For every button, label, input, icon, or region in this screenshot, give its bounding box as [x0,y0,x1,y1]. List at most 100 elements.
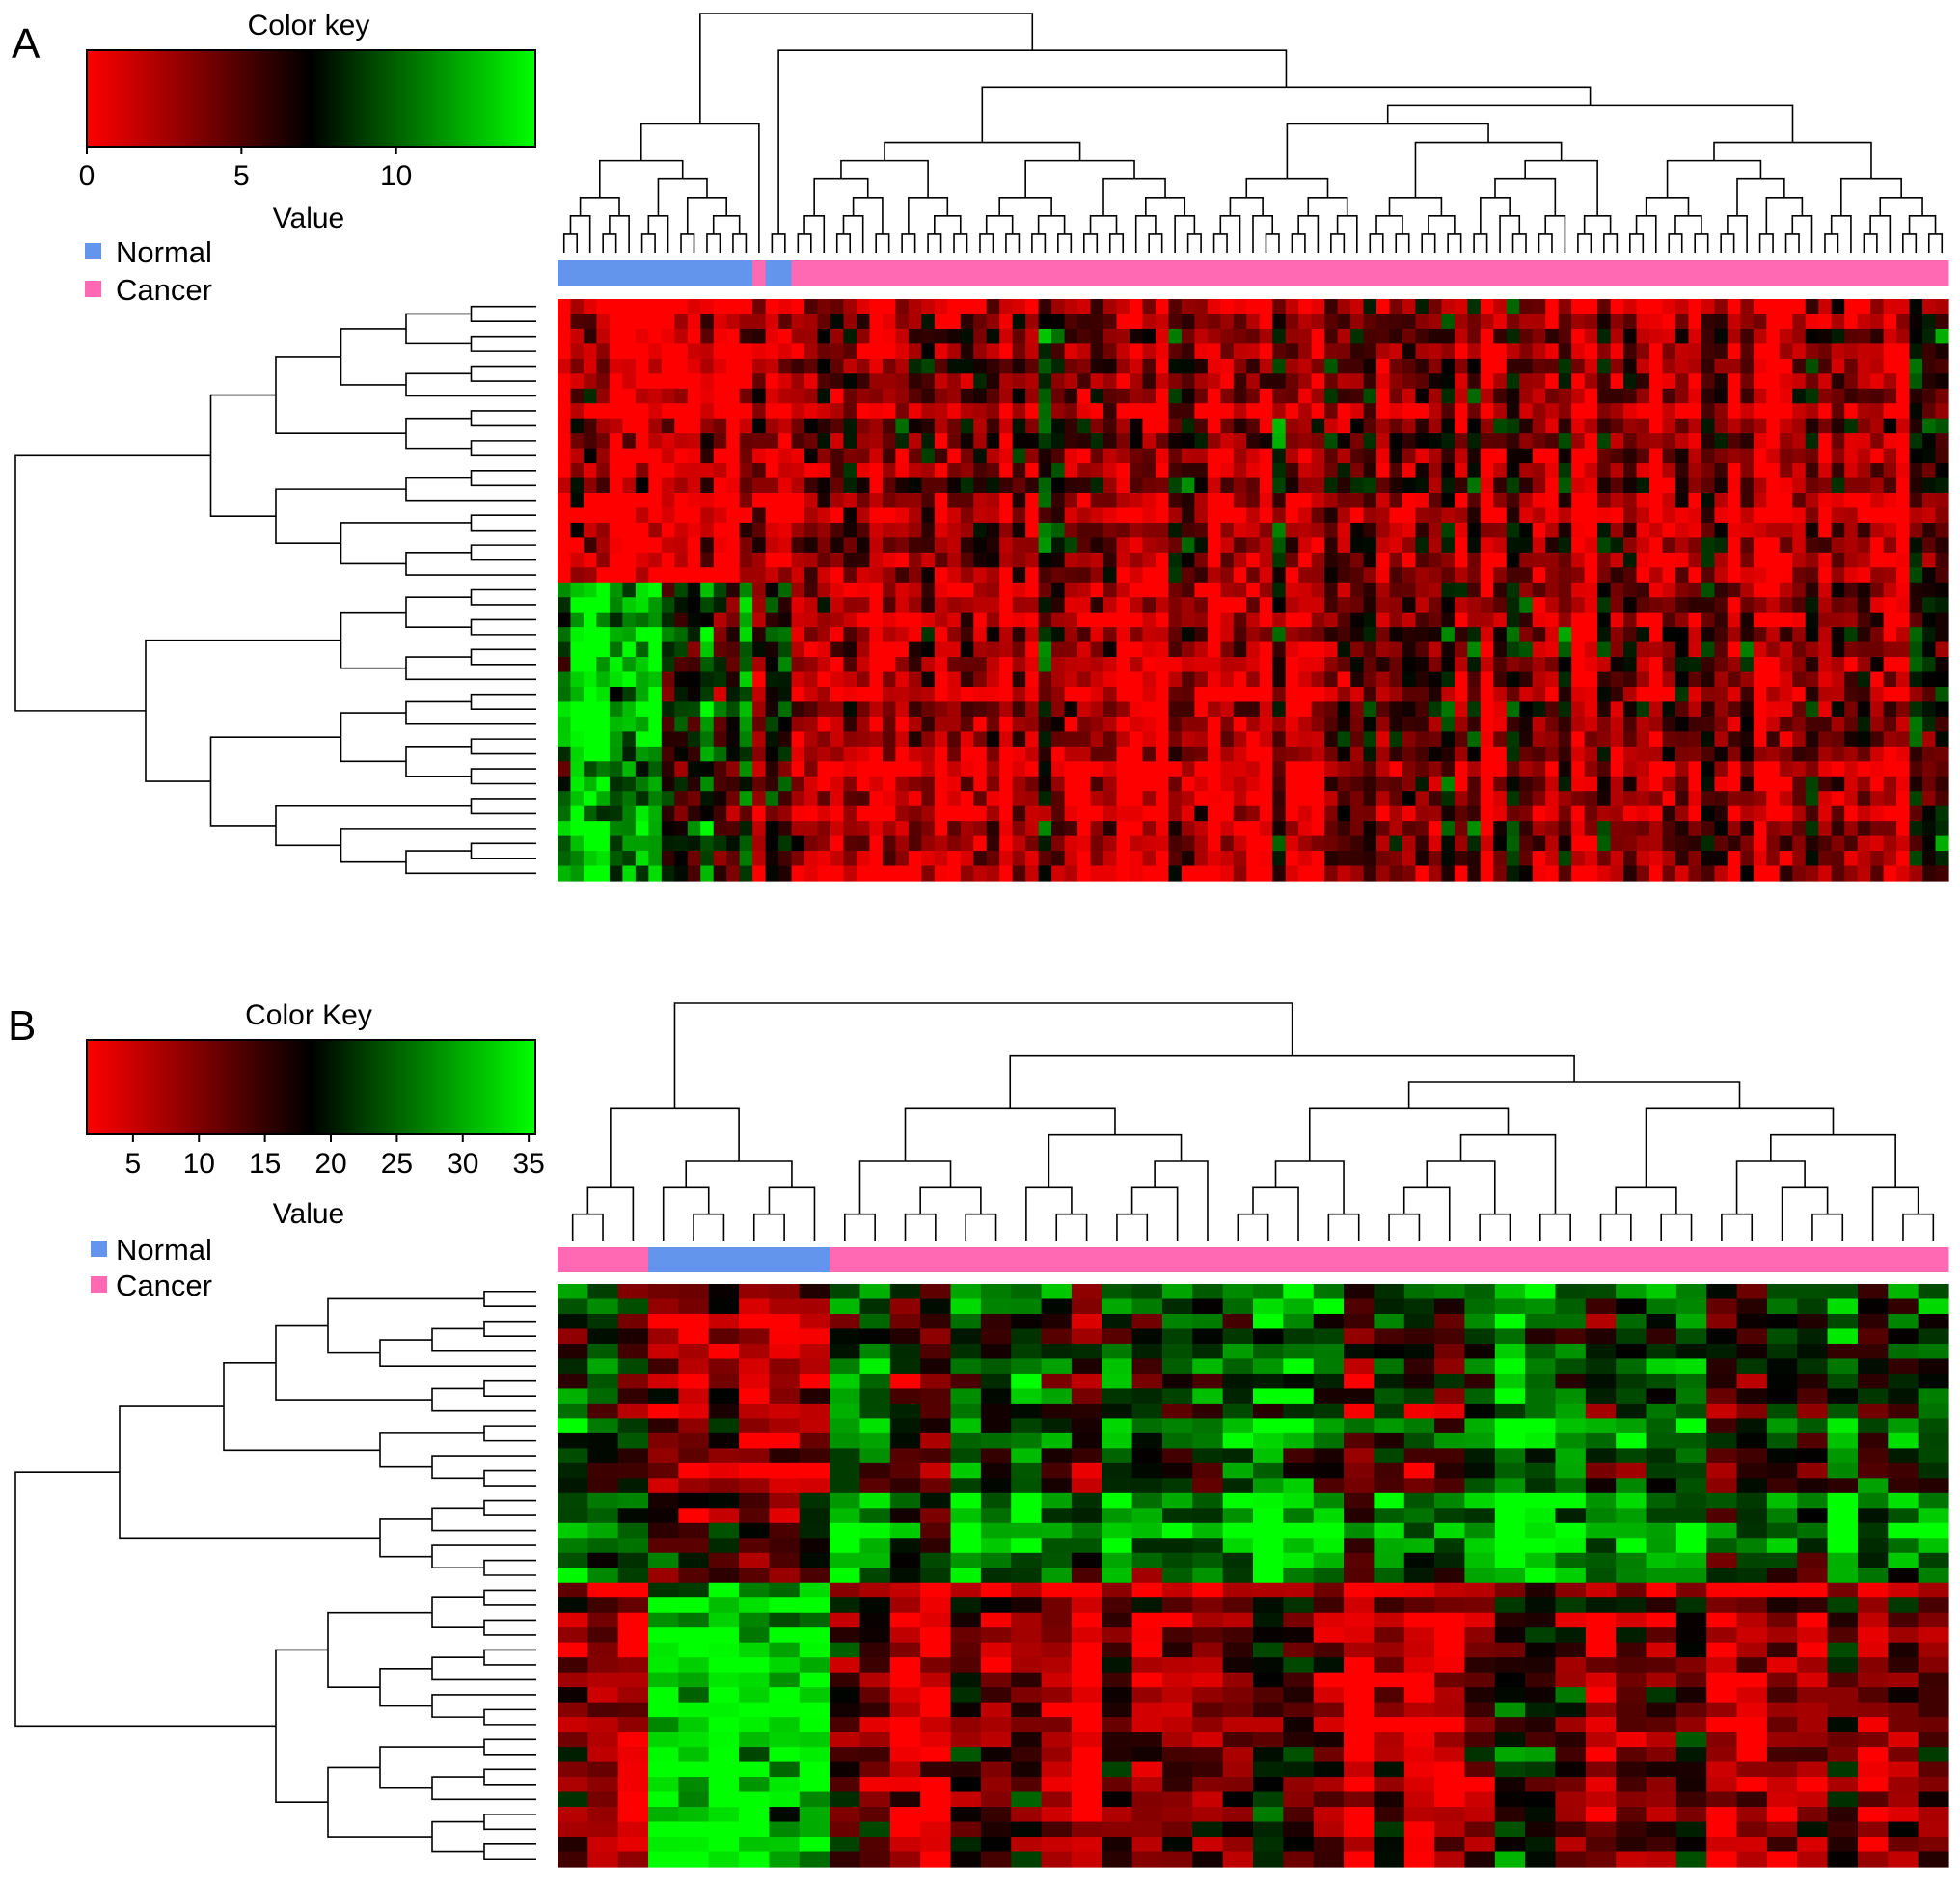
heatmap-cell [908,687,922,703]
heatmap-cell [661,537,675,554]
heatmap-cell [1870,671,1885,688]
heatmap-cell [1805,373,1819,390]
heatmap-cell [1246,567,1261,584]
heatmap-cell [999,835,1014,852]
heatmap-cell [778,403,793,420]
heatmap-cell [1454,627,1468,643]
heatmap-cell [1272,328,1287,344]
heatmap-cell [596,582,611,598]
heatmap-cell [843,687,858,703]
heatmap-cell [1402,373,1417,390]
heatmap-cell [947,641,962,658]
heatmap-cell [1220,552,1235,568]
heatmap-cell [859,1418,891,1434]
heatmap-cell [1662,821,1676,837]
heatmap-cell [947,835,962,852]
heatmap-cell [778,463,793,479]
heatmap-cell [648,567,663,584]
heatmap-cell [1519,463,1534,479]
heatmap-cell [648,657,663,673]
dendrogram-branch [732,233,748,253]
heatmap-cell [1870,567,1885,584]
heatmap-cell [1220,493,1235,509]
heatmap-cell [583,597,598,614]
heatmap-cell [986,582,1000,598]
heatmap-cell [1736,1328,1768,1345]
heatmap-cell [1428,821,1443,837]
heatmap-cell [687,567,701,584]
heatmap-cell [609,746,623,762]
heatmap-cell [1636,716,1650,732]
heatmap-cell [1464,1418,1496,1434]
heatmap-cell [960,671,974,688]
heatmap-cell [1883,612,1897,628]
heatmap-cell [1246,731,1261,748]
heatmap-cell [1441,477,1456,494]
heatmap-cell [973,821,988,837]
heatmap-cell [558,746,572,762]
heatmap-cell [1103,746,1118,762]
heatmap-cell [1480,627,1494,643]
heatmap-cell [1344,1313,1375,1330]
heatmap-cell [622,388,637,404]
heatmap-cell [617,1403,649,1419]
heatmap-cell [1740,507,1755,524]
heatmap-cell [1454,448,1468,464]
heatmap-cell [804,821,819,837]
heatmap-cell [1662,373,1676,390]
heatmap-cell [973,657,988,673]
heatmap-cell [843,507,858,524]
heatmap-cell [843,821,858,837]
heatmap-cell [1831,821,1845,837]
heatmap-cell [1571,343,1586,360]
heatmap-cell [1428,657,1443,673]
heatmap-cell [570,687,585,703]
heatmap-cell [700,567,715,584]
heatmap-cell [1883,746,1897,762]
heatmap-cell [778,821,793,837]
heatmap-cell [1103,507,1118,524]
heatmap-cell [1662,477,1676,494]
heatmap-cell [1415,627,1429,643]
heatmap-cell [1525,1432,1557,1449]
heatmap-cell [1103,433,1118,450]
heatmap-cell [843,537,858,554]
heatmap-cell [1246,761,1261,777]
heatmap-cell [1571,701,1586,718]
heatmap-cell [1701,627,1716,643]
heatmap-cell [648,328,663,344]
heatmap-cell [1545,522,1560,538]
heatmap-cell [1909,418,1923,434]
heatmap-cell [583,657,598,673]
heatmap-cell [980,1418,1012,1434]
heatmap-cell [791,716,805,732]
heatmap-cell [1298,403,1313,420]
heatmap-cell [1428,865,1443,882]
heatmap-cell [1142,835,1157,852]
heatmap-cell [1714,433,1729,450]
heatmap-cell [1012,403,1026,420]
heatmap-cell [1571,687,1586,703]
heatmap-cell [1129,805,1144,822]
dendrogram-branch [223,1361,380,1452]
heatmap-cell [1142,746,1157,762]
heatmap-cell [799,1313,830,1330]
heatmap-cell [1584,612,1598,628]
heatmap-cell [999,328,1014,344]
heatmap-cell [1272,493,1287,509]
heatmap-cell [980,1403,1012,1419]
heatmap-cell [817,627,831,643]
heatmap-cell [1493,776,1508,792]
heatmap-cell [713,522,727,538]
heatmap-cell [1207,776,1221,792]
heatmap-cell [1792,567,1807,584]
heatmap-cell [1181,537,1195,554]
heatmap-cell [1662,388,1676,404]
heatmap-cell [1519,328,1534,344]
heatmap-cell [1792,865,1807,882]
dendrogram-branch [904,1107,1116,1161]
heatmap-cell [1909,299,1923,315]
heatmap-cell [1714,358,1729,374]
heatmap-cell [1766,463,1781,479]
heatmap-cell [1402,865,1417,882]
